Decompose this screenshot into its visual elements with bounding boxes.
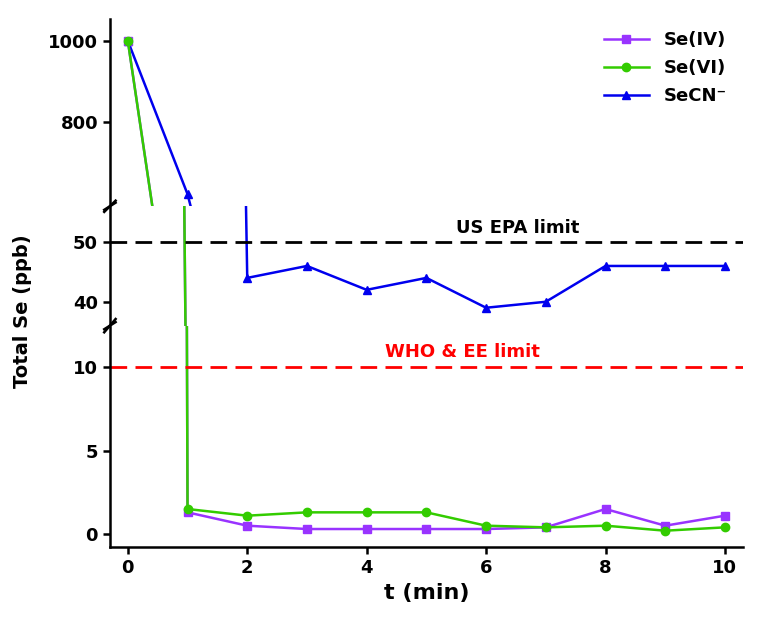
Legend: Se(IV), Se(VI), SeCN⁻: Se(IV), Se(VI), SeCN⁻ <box>597 24 734 112</box>
Text: Total Se (ppb): Total Se (ppb) <box>13 234 33 388</box>
Text: WHO & EE limit: WHO & EE limit <box>384 343 540 361</box>
Text: US EPA limit: US EPA limit <box>456 219 580 237</box>
X-axis label: t (min): t (min) <box>384 583 469 603</box>
